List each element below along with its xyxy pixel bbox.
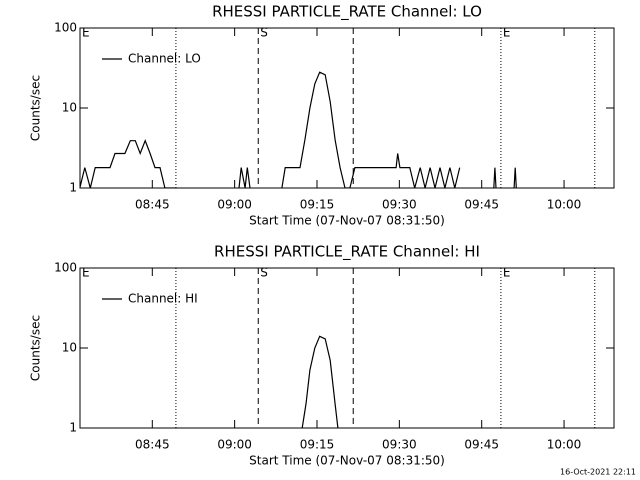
x-tick-label: 08:45 [135, 438, 170, 452]
plot-frame [79, 27, 615, 189]
legend-label: Channel: LO [128, 52, 201, 66]
annotation-label: S [260, 26, 268, 40]
plot-frame [79, 267, 615, 429]
y-tick-label: 100 [54, 21, 77, 35]
y-tick-label: 100 [54, 261, 77, 275]
data-line [301, 335, 339, 428]
annotation-label: E [82, 26, 90, 40]
y-axis-label: Counts/sec [29, 315, 43, 381]
x-tick-label: 10:00 [547, 438, 582, 452]
x-tick-label: 09:45 [464, 198, 499, 212]
annotation-label: S [260, 266, 268, 280]
chart-title: RHESSI PARTICLE_RATE Channel: HI [214, 243, 480, 262]
legend-label: Channel: HI [128, 292, 198, 306]
x-tick-label: 08:45 [135, 198, 170, 212]
x-tick-label: 09:45 [464, 438, 499, 452]
y-tick-label: 1 [69, 421, 77, 435]
x-tick-label: 09:30 [382, 198, 417, 212]
x-tick-label: 09:15 [300, 198, 335, 212]
panel: RHESSI PARTICLE_RATE Channel: LO Start Ti… [29, 3, 615, 228]
chart-title: RHESSI PARTICLE_RATE Channel: LO [212, 3, 482, 22]
x-tick-label: 09:30 [382, 438, 417, 452]
x-axis-label: Start Time (07-Nov-07 08:31:50) [249, 454, 445, 468]
annotation-label: E [503, 26, 511, 40]
x-tick-label: 09:00 [217, 438, 252, 452]
x-tick-label: 09:15 [300, 438, 335, 452]
data-line [80, 71, 517, 188]
y-tick-label: 1 [69, 181, 77, 195]
x-tick-label: 10:00 [547, 198, 582, 212]
y-tick-label: 10 [62, 341, 77, 355]
y-axis-label: Counts/sec [29, 75, 43, 141]
y-tick-label: 10 [62, 101, 77, 115]
annotation-label: E [82, 266, 90, 280]
footer-timestamp: 16-Oct-2021 22:11 [560, 468, 636, 477]
annotation-label: E [503, 266, 511, 280]
x-axis-label: Start Time (07-Nov-07 08:31:50) [249, 214, 445, 228]
panel: RHESSI PARTICLE_RATE Channel: HI Start Ti… [29, 243, 615, 468]
x-tick-label: 09:00 [217, 198, 252, 212]
